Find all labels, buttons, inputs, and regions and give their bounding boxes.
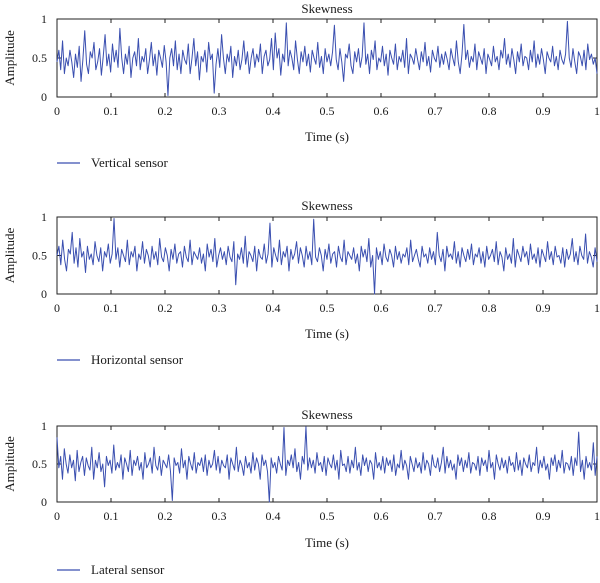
x-tick-label: 0.3 bbox=[212, 104, 227, 118]
x-tick-label: 0.1 bbox=[104, 301, 119, 315]
chart-panel-2: Skewness 0 0.1 0.2 0.3 0.4 0.5 0.6 0.7 0.8 0.9 1 0 0.… bbox=[2, 198, 600, 367]
legend-label: Horizontal sensor bbox=[91, 352, 184, 367]
y-tick-label: 0 bbox=[41, 90, 47, 104]
chart-title: Skewness bbox=[301, 1, 352, 16]
x-tick-label: 0 bbox=[54, 104, 60, 118]
x-tick-label: 0.7 bbox=[428, 104, 443, 118]
y-tick-label: 1 bbox=[41, 210, 47, 224]
chart-title: Skewness bbox=[301, 407, 352, 422]
y-tick-label: 0.5 bbox=[32, 457, 47, 471]
x-tick-label: 0.7 bbox=[428, 301, 443, 315]
x-tick-label: 0.2 bbox=[158, 104, 173, 118]
x-tick-label: 0.9 bbox=[536, 509, 551, 523]
y-tick-label: 1 bbox=[41, 419, 47, 433]
plot-frame bbox=[56, 18, 598, 98]
series-line-2 bbox=[56, 218, 598, 295]
x-tick-label: 0 bbox=[54, 301, 60, 315]
x-tick-label: 0.4 bbox=[266, 301, 281, 315]
x-tick-label: 0.4 bbox=[266, 509, 281, 523]
chart-panel-3: Skewness 0 0.1 0.2 0.3 0.4 0.5 0.6 0.7 0.8 0.9 1 0 0.… bbox=[2, 407, 600, 577]
x-tick-label: 1 bbox=[594, 301, 600, 315]
legend: Horizontal sensor bbox=[57, 352, 184, 367]
y-tick-label: 0 bbox=[41, 495, 47, 509]
x-tick-label: 0.1 bbox=[104, 509, 119, 523]
x-tick-label: 0.8 bbox=[482, 509, 497, 523]
x-tick-label: 0.7 bbox=[428, 509, 443, 523]
y-axis-label: Amplitude bbox=[2, 30, 17, 86]
x-axis-label: Time (s) bbox=[305, 535, 349, 550]
legend-label: Lateral sensor bbox=[91, 562, 165, 577]
series-line-1 bbox=[56, 20, 598, 96]
y-tick-label: 1 bbox=[41, 12, 47, 26]
x-tick-label: 0.3 bbox=[212, 301, 227, 315]
series-line-3 bbox=[56, 426, 598, 503]
y-tick-label: 0 bbox=[41, 287, 47, 301]
x-tick-label: 0.6 bbox=[374, 104, 389, 118]
x-tick-label: 0.9 bbox=[536, 301, 551, 315]
x-tick-label: 0.4 bbox=[266, 104, 281, 118]
x-tick-label: 1 bbox=[594, 104, 600, 118]
x-tick-label: 1 bbox=[594, 509, 600, 523]
x-tick-label: 0.6 bbox=[374, 301, 389, 315]
x-tick-label: 0.5 bbox=[320, 509, 335, 523]
x-tick-label: 0.8 bbox=[482, 301, 497, 315]
x-tick-label: 0.2 bbox=[158, 509, 173, 523]
x-tick-label: 0 bbox=[54, 509, 60, 523]
x-tick-label: 0.1 bbox=[104, 104, 119, 118]
legend: Vertical sensor bbox=[57, 155, 169, 170]
x-tick-label: 0.8 bbox=[482, 104, 497, 118]
x-tick-label: 0.3 bbox=[212, 509, 227, 523]
x-tick-label: 0.2 bbox=[158, 301, 173, 315]
x-axis-label: Time (s) bbox=[305, 326, 349, 341]
y-tick-label: 0.5 bbox=[32, 51, 47, 65]
x-tick-label: 0.5 bbox=[320, 104, 335, 118]
legend-label: Vertical sensor bbox=[91, 155, 169, 170]
legend: Lateral sensor bbox=[57, 562, 165, 577]
chart-panel-1: Skewness 0 0.1 0.2 0.3 0.4 0.5 0.6 0.7 0.8 0.9 1 0 0.… bbox=[2, 1, 600, 170]
x-tick-label: 0.5 bbox=[320, 301, 335, 315]
y-axis-label: Amplitude bbox=[2, 227, 17, 283]
y-axis-label: Amplitude bbox=[2, 436, 17, 492]
x-axis-label: Time (s) bbox=[305, 129, 349, 144]
x-tick-label: 0.6 bbox=[374, 509, 389, 523]
y-tick-label: 0.5 bbox=[32, 249, 47, 263]
chart-title: Skewness bbox=[301, 198, 352, 213]
x-tick-label: 0.9 bbox=[536, 104, 551, 118]
